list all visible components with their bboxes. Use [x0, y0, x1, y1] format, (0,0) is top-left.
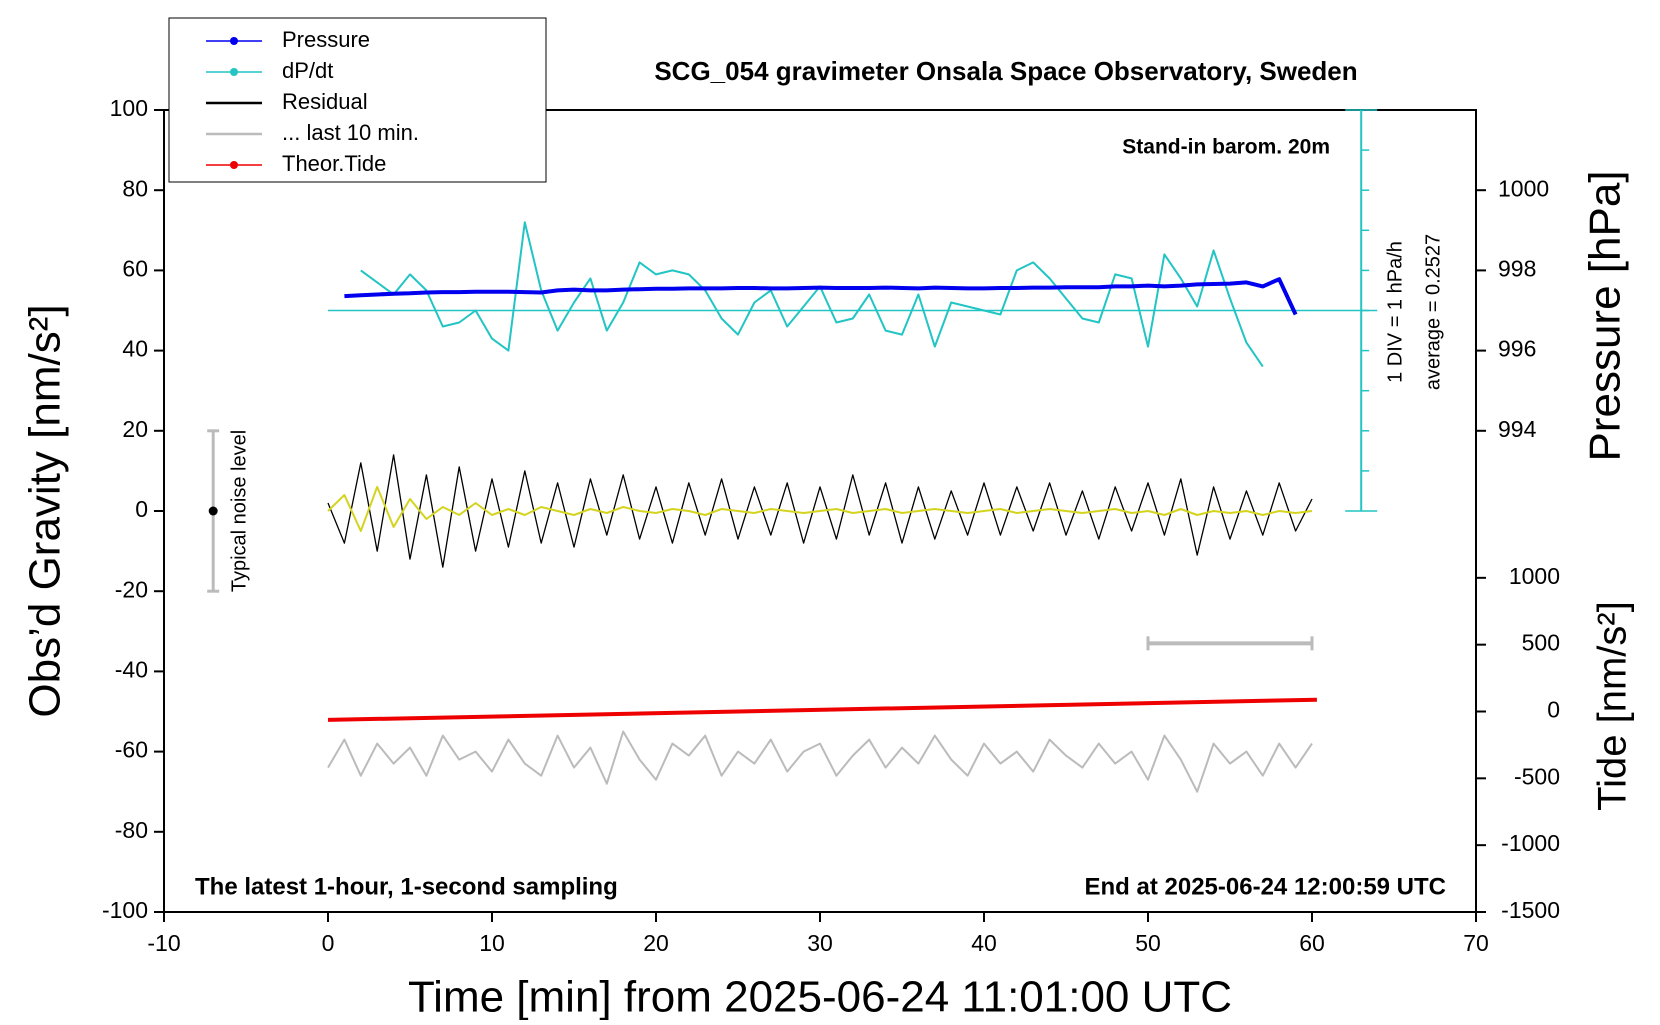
y3-tick-label: -1000	[1501, 830, 1560, 856]
x-tick-label: 50	[1135, 930, 1161, 956]
legend-label: ... last 10 min.	[282, 120, 419, 145]
y3-tick-label: 500	[1522, 630, 1560, 656]
dpdt-scale-label: 1 DIV = 1 hPa/h	[1384, 241, 1406, 383]
y3-tick-label: 0	[1547, 697, 1560, 723]
dpdt-average-label: average = 0.2527	[1422, 234, 1444, 390]
x-tick-label: 60	[1299, 930, 1325, 956]
y2-axis-label: Pressure [hPa]	[1581, 170, 1630, 461]
y-axis-label: Obs’d Gravity [nm/s²]	[21, 304, 70, 717]
legend-label: dP/dt	[282, 58, 333, 83]
chart-title: SCG_054 gravimeter Onsala Space Observat…	[654, 56, 1357, 86]
note-left: The latest 1-hour, 1-second sampling	[195, 873, 618, 900]
y-tick-label: 80	[122, 175, 148, 201]
y3-tick-label: -1500	[1501, 897, 1560, 923]
y-tick-label: 40	[122, 336, 148, 362]
y-tick-label: 20	[122, 416, 148, 442]
y2-tick-label: 996	[1498, 336, 1536, 362]
x-axis-label: Time [min] from 2025-06-24 11:01:00 UTC	[408, 973, 1232, 1020]
y3-axis-label: Tide [nm/s²]	[1591, 601, 1635, 811]
y2-tick-label: 998	[1498, 255, 1536, 281]
noise-label: Typical noise level	[228, 430, 250, 592]
note-right: End at 2025-06-24 12:00:59 UTC	[1085, 873, 1447, 900]
y-tick-label: 60	[122, 255, 148, 281]
x-tick-label: 20	[643, 930, 669, 956]
y-tick-label: -40	[115, 656, 148, 682]
x-tick-label: 30	[807, 930, 833, 956]
series-line	[327, 485, 1313, 532]
series-line	[344, 277, 1298, 316]
legend-marker	[230, 37, 238, 45]
y-tick-label: 100	[110, 95, 148, 121]
y2-tick-label: 994	[1498, 416, 1537, 442]
legend-label: Theor.Tide	[282, 151, 386, 176]
x-tick-label: -10	[147, 930, 180, 956]
legend-box	[168, 17, 547, 183]
x-tick-label: 10	[479, 930, 505, 956]
y-tick-label: -80	[115, 817, 148, 843]
y-tick-label: -100	[102, 897, 148, 923]
y-tick-label: -60	[115, 737, 148, 763]
legend-label: Pressure	[282, 27, 370, 52]
y3-tick-label: -500	[1514, 763, 1560, 789]
y-tick-label: 0	[135, 496, 148, 522]
y-tick-label: -20	[115, 576, 148, 602]
legend-label: Residual	[282, 89, 368, 114]
legend-marker	[230, 161, 238, 169]
x-tick-label: 40	[971, 930, 997, 956]
series-line	[327, 697, 1317, 722]
series-line	[327, 454, 1313, 568]
y2-tick-label: 1000	[1498, 175, 1549, 201]
y3-tick-label: 1000	[1509, 563, 1560, 589]
series-line	[327, 730, 1313, 793]
x-tick-label: 70	[1463, 930, 1489, 956]
x-tick-label: 0	[322, 930, 335, 956]
legend-marker	[230, 68, 238, 76]
noise-bar-center	[208, 506, 218, 516]
series-line	[360, 221, 1264, 368]
subtitle: Stand-in barom. 20m	[1122, 136, 1330, 159]
